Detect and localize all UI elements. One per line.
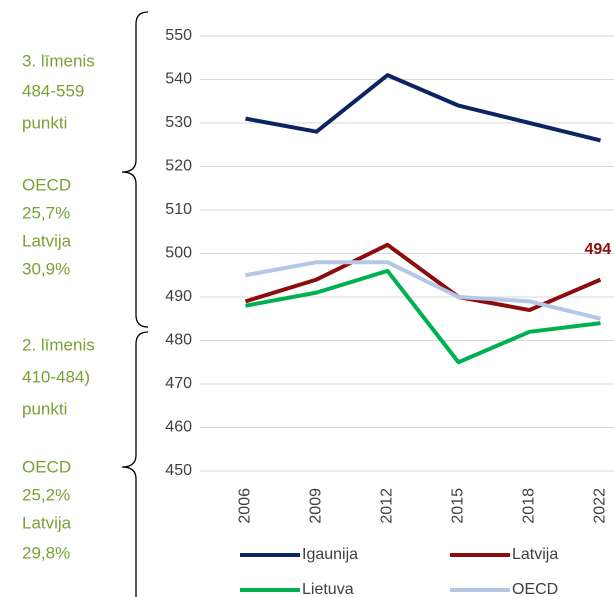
side-note: 25,2% [22,485,70,504]
legend-label: Lietuva [302,581,354,597]
y-tick-label: 510 [165,201,192,218]
side-note: OECD [22,457,71,476]
x-tick-label: 2018 [521,488,538,524]
x-tick-label: 2006 [237,488,254,524]
y-tick-label: 500 [165,245,192,262]
side-note: Latvija [22,231,72,250]
y-tick-label: 530 [165,114,192,131]
side-note: 29,8% [22,543,70,562]
side-note: punkti [22,399,67,418]
x-tick-label: 2015 [450,488,467,524]
x-tick-label: 2012 [379,488,396,524]
side-note: 3. līmenis [22,51,95,70]
side-note: punkti [22,113,67,132]
x-tick-label: 2022 [592,488,609,524]
series-line [245,268,601,365]
side-note: 410-484) [22,367,90,386]
brace [121,11,149,328]
side-note: 25,7% [22,203,70,222]
series-line [245,260,601,321]
legend-label: OECD [512,581,558,597]
y-tick-label: 490 [165,288,192,305]
brace [121,331,149,597]
side-note: Latvija [22,513,72,532]
y-tick-label: 540 [165,71,192,88]
data-label: 494 [585,241,612,258]
side-note: 2. līmenis [22,335,95,354]
y-tick-label: 480 [165,332,192,349]
x-tick-label: 2009 [308,488,325,524]
side-note: OECD [22,175,71,194]
side-note: 30,9% [22,259,70,278]
y-tick-label: 520 [165,158,192,175]
legend-label: Latvija [512,546,558,563]
series-line [245,73,601,143]
legend-label: Igaunija [302,546,358,563]
y-tick-label: 450 [165,462,192,479]
y-tick-label: 470 [165,375,192,392]
y-tick-label: 460 [165,419,192,436]
side-note: 484-559 [22,81,84,100]
y-tick-label: 550 [165,27,192,44]
